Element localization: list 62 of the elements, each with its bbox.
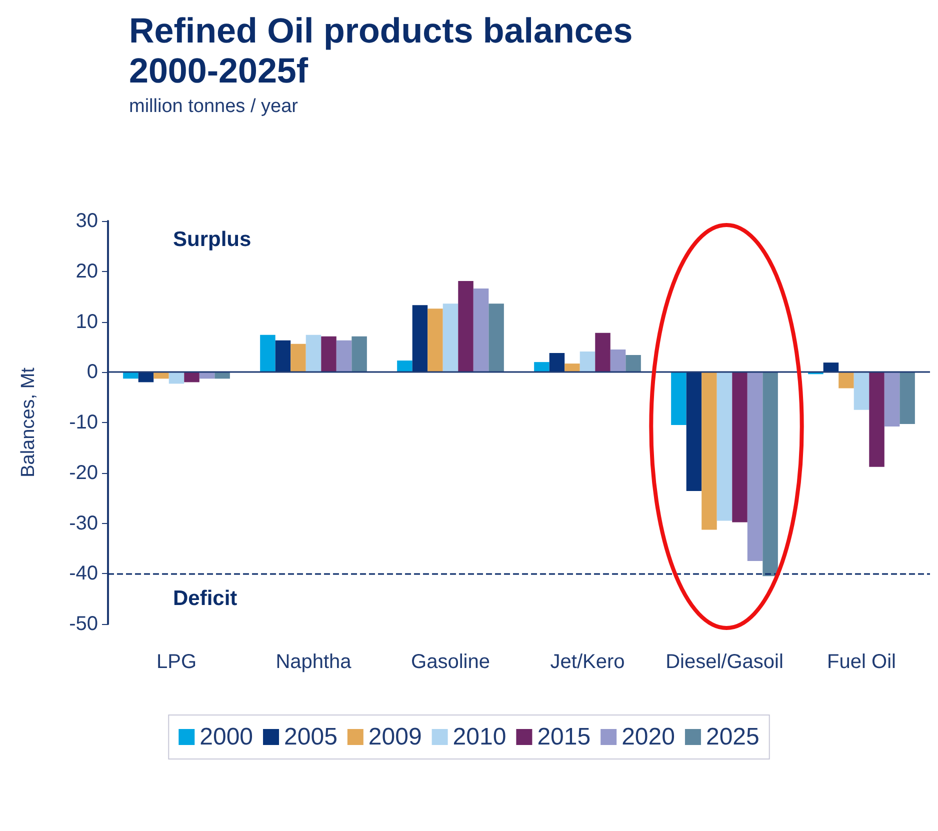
bar xyxy=(534,362,550,372)
bar xyxy=(610,349,626,372)
bar xyxy=(823,362,839,372)
x-tick-label: LPG xyxy=(156,651,197,673)
bar xyxy=(549,352,565,372)
bar xyxy=(854,372,870,410)
bar xyxy=(412,305,428,372)
bar xyxy=(716,372,732,521)
bar xyxy=(352,336,367,372)
x-tick-label: Jet/Kero xyxy=(550,651,625,673)
bar xyxy=(458,280,474,372)
legend-label: 2025 xyxy=(706,724,760,750)
legend-label: 2005 xyxy=(284,724,338,750)
legend-label: 2010 xyxy=(452,724,506,750)
x-tick-label: Gasoline xyxy=(411,651,490,673)
chart-subtitle: million tonnes / year xyxy=(129,96,299,117)
annotation: Surplus xyxy=(173,228,252,251)
annotation: Deficit xyxy=(173,587,238,610)
bar xyxy=(442,304,458,372)
bar xyxy=(762,372,778,576)
bar xyxy=(184,372,200,382)
bar xyxy=(321,336,336,372)
bar xyxy=(732,372,748,522)
y-tick-label: 10 xyxy=(76,310,98,333)
y-axis-title: Balances, Mt xyxy=(18,366,39,478)
bar xyxy=(884,372,900,427)
bar xyxy=(900,372,915,424)
x-tick-label: Naphtha xyxy=(276,651,352,673)
y-tick-label: -40 xyxy=(69,562,98,585)
bar xyxy=(306,334,322,372)
bar xyxy=(473,288,489,372)
x-tick-label: Fuel Oil xyxy=(827,651,896,673)
bar xyxy=(595,332,610,372)
legend-label: 2000 xyxy=(200,724,254,750)
bar xyxy=(671,372,686,426)
bar xyxy=(428,308,443,372)
bar xyxy=(275,340,291,372)
y-tick-label: -50 xyxy=(69,613,98,635)
bar xyxy=(290,344,306,372)
y-tick-label: 0 xyxy=(86,361,98,384)
y-tick-label: -30 xyxy=(69,512,98,534)
bar xyxy=(580,351,596,372)
legend-label: 2020 xyxy=(622,724,675,750)
y-tick-label: 20 xyxy=(76,260,98,282)
y-tick-label: 30 xyxy=(76,210,98,232)
bar xyxy=(397,360,412,372)
bar xyxy=(702,372,717,530)
legend-label: 2009 xyxy=(368,724,422,750)
x-tick-label: Diesel/Gasoil xyxy=(666,651,784,673)
bar xyxy=(838,372,854,388)
bar xyxy=(747,372,763,562)
chart-title: Refined Oil products balances 2000-2025f xyxy=(129,12,642,90)
bar xyxy=(260,334,276,372)
bar xyxy=(869,372,884,467)
y-tick-label: -20 xyxy=(69,462,98,484)
bar xyxy=(564,364,580,372)
bar xyxy=(336,340,352,372)
bar xyxy=(488,304,504,372)
legend-label: 2015 xyxy=(537,724,591,750)
bar xyxy=(626,355,641,372)
bar xyxy=(686,372,702,492)
y-tick-label: -10 xyxy=(69,412,98,434)
